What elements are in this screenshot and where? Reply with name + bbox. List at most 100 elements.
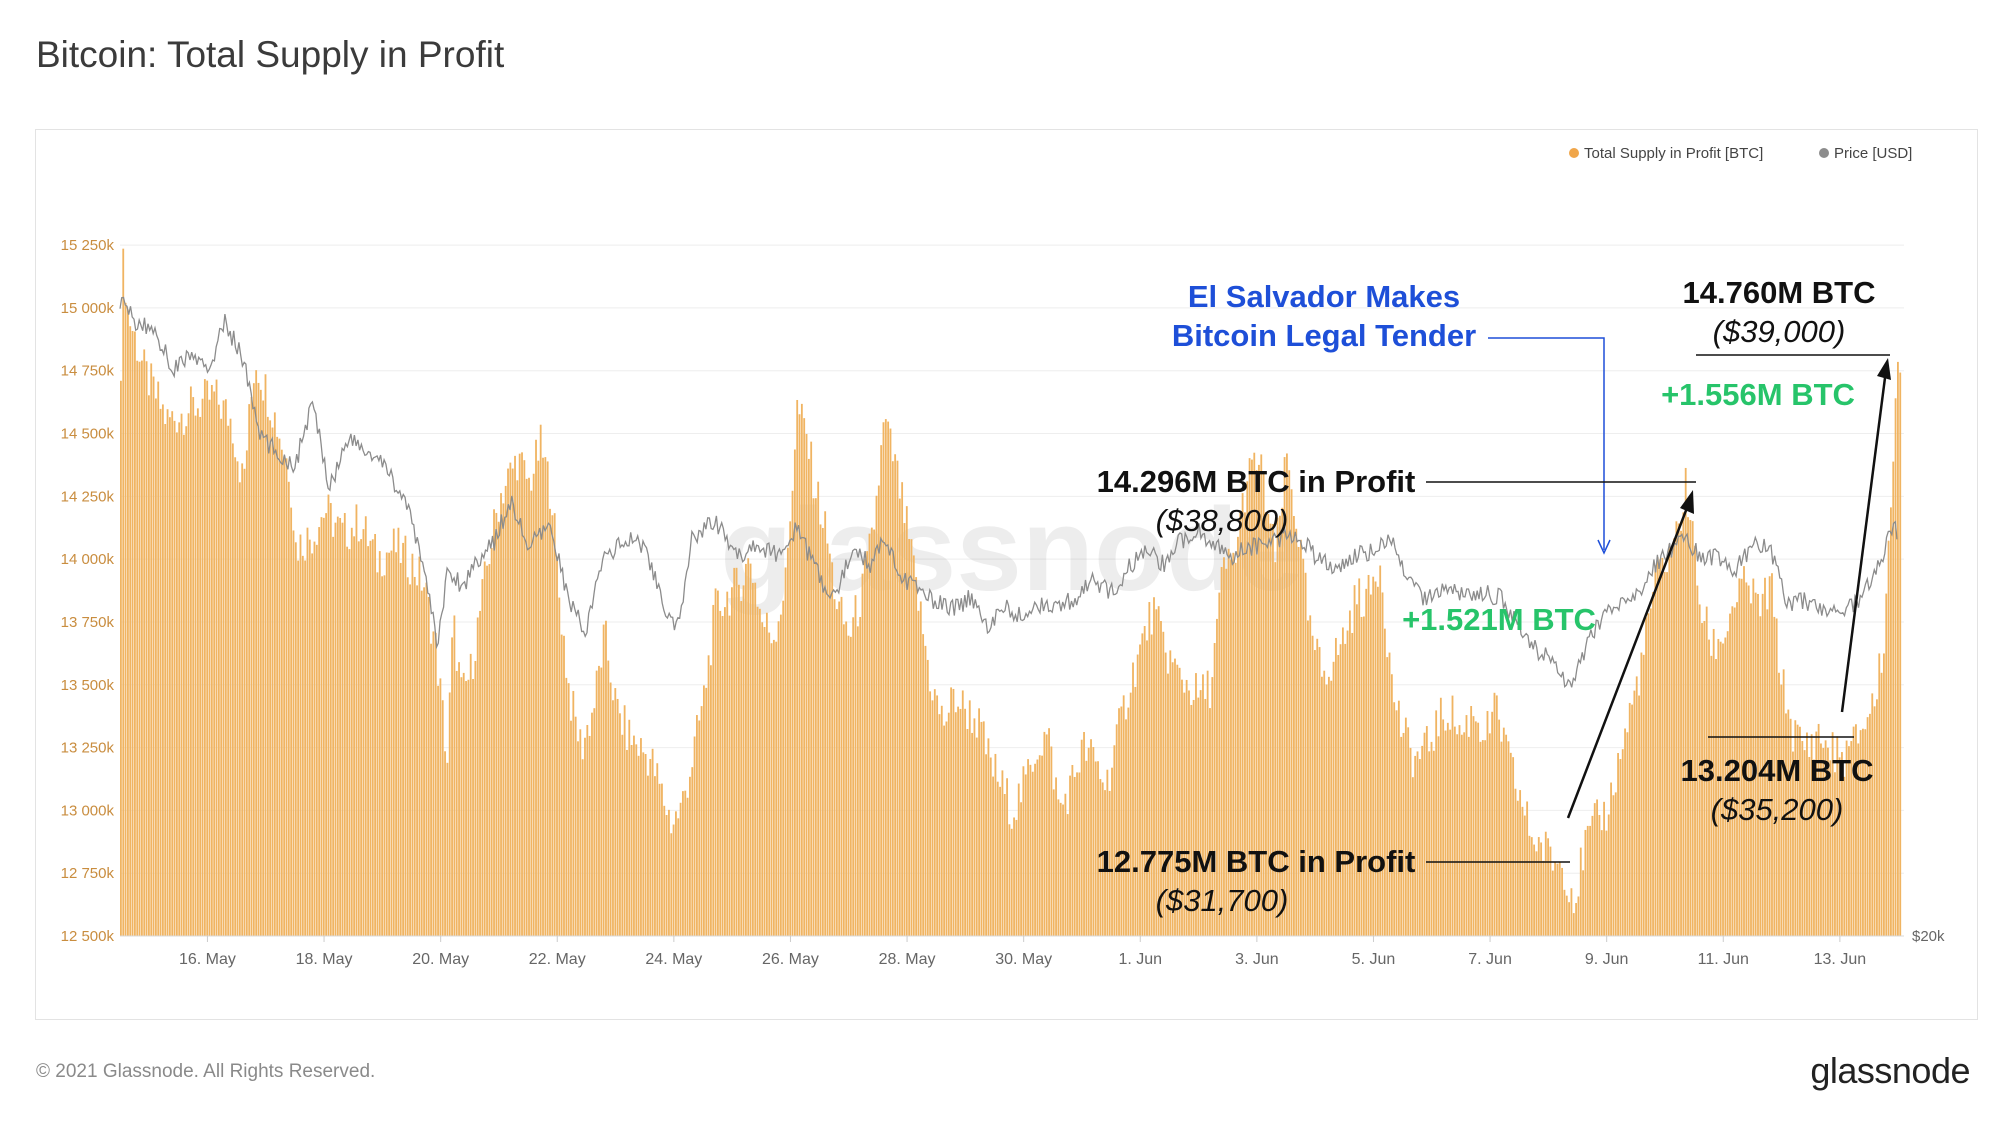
supply-bar bbox=[1407, 727, 1410, 936]
supply-bar bbox=[336, 516, 339, 936]
supply-bar bbox=[222, 400, 225, 937]
supply-bar bbox=[1899, 372, 1902, 937]
supply-bar bbox=[1274, 562, 1277, 936]
supply-bar bbox=[670, 833, 673, 936]
supply-bar bbox=[1048, 728, 1050, 936]
supply-bar bbox=[1582, 870, 1584, 936]
supply-bar bbox=[1376, 586, 1379, 936]
supply-bar bbox=[677, 818, 680, 936]
supply-bar bbox=[327, 494, 330, 936]
supply-bar bbox=[367, 546, 370, 936]
x-tick-label: 3. Jun bbox=[1235, 951, 1279, 968]
supply-bar bbox=[910, 539, 913, 936]
supply-bar bbox=[588, 735, 591, 936]
supply-bar bbox=[1474, 721, 1477, 936]
supply-bar bbox=[1705, 606, 1708, 936]
supply-bar bbox=[1286, 453, 1288, 936]
supply-bar bbox=[1451, 695, 1454, 936]
supply-bar bbox=[1612, 795, 1615, 936]
supply-bar bbox=[716, 590, 719, 936]
supply-bar bbox=[1775, 618, 1778, 936]
gain2-label: +1.556M BTC bbox=[1661, 377, 1855, 412]
supply-bar bbox=[563, 635, 565, 936]
copyright-notice: © 2021 Glassnode. All Rights Reserved. bbox=[36, 1061, 376, 1082]
supply-bar bbox=[889, 428, 892, 936]
supply-bar bbox=[1127, 707, 1130, 936]
supply-bar bbox=[1022, 766, 1025, 936]
supply-bar bbox=[157, 381, 160, 936]
supply-bar bbox=[742, 585, 745, 936]
supply-bar bbox=[777, 621, 780, 936]
supply-bar bbox=[1169, 650, 1172, 936]
supply-bar bbox=[1792, 751, 1794, 936]
supply-bar bbox=[1104, 790, 1106, 936]
supply-bar bbox=[572, 690, 575, 936]
supply-bar bbox=[444, 751, 446, 936]
supply-bar bbox=[1822, 747, 1825, 936]
supply-bar bbox=[854, 595, 857, 936]
supply-bar bbox=[1845, 740, 1848, 936]
supply-bar bbox=[973, 718, 976, 936]
supply-bar bbox=[472, 679, 474, 936]
supply-bar bbox=[682, 791, 684, 936]
supply-bar bbox=[164, 423, 167, 936]
supply-bar bbox=[1498, 719, 1501, 936]
supply-bar bbox=[761, 622, 764, 936]
supply-bar bbox=[749, 563, 752, 936]
supply-bar bbox=[924, 645, 927, 936]
supply-bar bbox=[978, 708, 981, 936]
supply-bar bbox=[847, 635, 850, 936]
legend-supply-marker bbox=[1569, 148, 1579, 158]
supply-bar bbox=[1778, 672, 1780, 936]
supply-bar bbox=[1542, 860, 1545, 936]
supply-bar bbox=[1827, 747, 1829, 936]
supply-bar bbox=[1841, 752, 1843, 936]
supply-bar bbox=[1003, 794, 1006, 936]
supply-bar bbox=[1234, 562, 1237, 936]
supply-bar bbox=[1435, 710, 1438, 936]
supply-bar bbox=[1890, 507, 1892, 936]
supply-bar bbox=[1467, 736, 1470, 936]
supply-bar bbox=[1848, 746, 1850, 936]
supply-bar bbox=[500, 493, 502, 936]
supply-bar bbox=[1330, 680, 1333, 936]
supply-bar bbox=[943, 725, 946, 936]
supply-bar bbox=[1320, 676, 1323, 936]
supply-bar bbox=[1176, 664, 1179, 936]
supply-bar bbox=[1115, 724, 1118, 936]
supply-bar bbox=[1073, 776, 1076, 936]
supply-bar bbox=[248, 404, 251, 937]
supply-bar bbox=[1512, 757, 1515, 936]
supply-bar bbox=[723, 607, 726, 936]
supply-bar bbox=[255, 370, 258, 936]
supply-bar bbox=[1202, 674, 1204, 936]
supply-bar bbox=[1626, 732, 1629, 936]
supply-bar bbox=[525, 478, 528, 936]
supply-bar bbox=[418, 556, 421, 936]
supply-bar bbox=[821, 527, 824, 936]
supply-bar bbox=[1174, 658, 1176, 936]
supply-bar bbox=[966, 728, 969, 936]
supply-bar bbox=[980, 721, 983, 936]
supply-bar bbox=[1577, 896, 1580, 936]
supply-bar bbox=[1528, 835, 1531, 936]
supply-bar bbox=[887, 421, 890, 936]
supply-bar bbox=[1318, 647, 1321, 936]
peak1-label: 14.296M BTC in Profit bbox=[1097, 464, 1416, 499]
supply-bar bbox=[173, 420, 176, 936]
supply-bar bbox=[311, 553, 314, 936]
supply-bar bbox=[1258, 464, 1260, 936]
supply-bar bbox=[863, 559, 866, 936]
supply-bar bbox=[1666, 572, 1668, 936]
supply-bar bbox=[143, 349, 146, 936]
event-label-line2: Bitcoin Legal Tender bbox=[1172, 318, 1476, 353]
supply-bar bbox=[1269, 523, 1272, 936]
supply-bar bbox=[1456, 734, 1459, 936]
supply-bar bbox=[521, 452, 523, 936]
supply-bar bbox=[558, 597, 561, 936]
supply-bar bbox=[931, 700, 934, 936]
supply-bar bbox=[728, 615, 731, 936]
supply-bar bbox=[516, 480, 519, 936]
supply-bar bbox=[504, 485, 507, 936]
supply-bar bbox=[875, 495, 878, 936]
